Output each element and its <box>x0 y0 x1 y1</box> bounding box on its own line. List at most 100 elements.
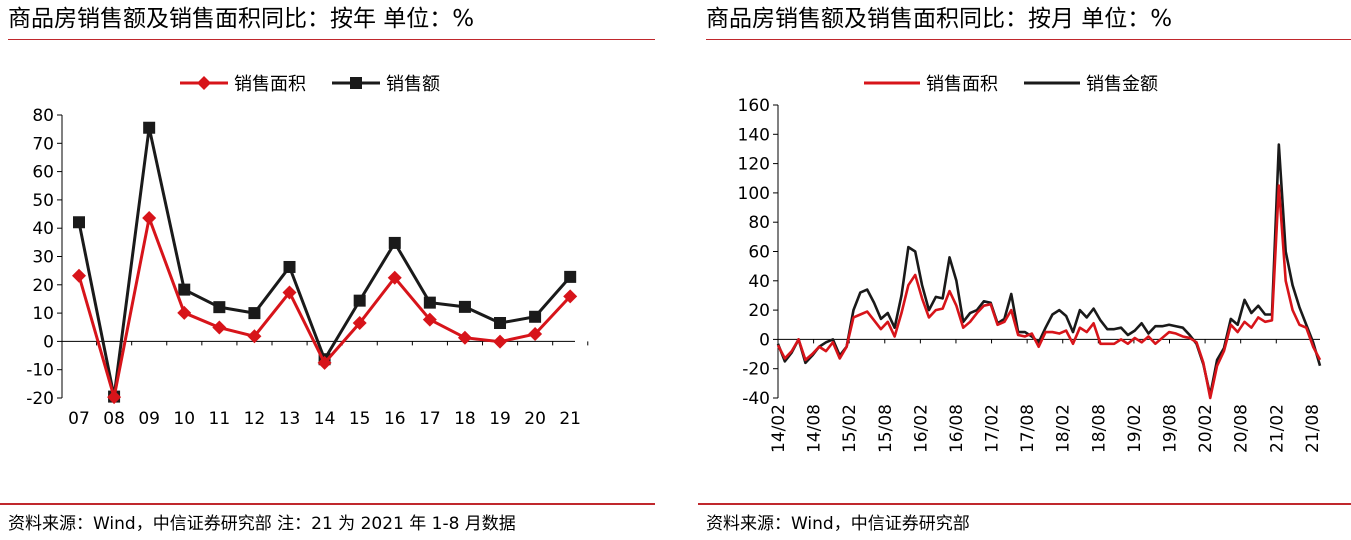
x-tick-label: 07 <box>68 409 90 429</box>
chart-title: 商品房销售额及销售面积同比：按年 单位：% <box>8 6 475 32</box>
data-point-amount <box>458 300 471 313</box>
y-tick-label: -40 <box>742 389 770 409</box>
x-tick-label: 20/08 <box>1232 404 1252 453</box>
y-tick-label: 10 <box>32 304 54 324</box>
data-point-amount <box>143 121 156 134</box>
data-point-amount <box>248 307 261 320</box>
source-note: 资料来源：Wind，中信证券研究部 注：21 为 2021 年 1-8 月数据 <box>8 514 516 534</box>
data-point-area <box>247 329 262 344</box>
y-tick-label: 50 <box>32 191 54 211</box>
y-tick-label: 60 <box>748 243 770 263</box>
legend-label: 销售面积 <box>926 74 998 95</box>
x-tick-label: 21/08 <box>1303 404 1323 453</box>
x-tick-label: 15 <box>349 409 371 429</box>
series-line-area <box>77 212 572 398</box>
x-tick-label: 19/02 <box>1125 404 1145 453</box>
x-tick-label: 19 <box>489 409 511 429</box>
y-tick-label: 20 <box>748 301 770 321</box>
data-point-amount <box>213 301 226 314</box>
series-line-amount <box>776 143 1322 397</box>
x-tick-label: 16 <box>384 409 406 429</box>
data-point-area <box>282 285 297 300</box>
data-point-area <box>72 268 86 283</box>
data-point-amount <box>178 283 191 296</box>
source-note: 资料来源：Wind，中信证券研究部 <box>706 514 970 534</box>
data-point-area <box>493 334 508 349</box>
x-tick-label: 13 <box>279 409 301 429</box>
x-tick-label: 18 <box>454 409 476 429</box>
y-tick-label: 80 <box>748 213 770 233</box>
x-tick-label: 20 <box>524 409 546 429</box>
x-tick-label: 21 <box>559 409 581 429</box>
data-point-area <box>457 330 472 345</box>
title-divider <box>706 39 1351 40</box>
x-tick-label: 12 <box>244 409 266 429</box>
x-tick-label: 17/02 <box>983 404 1003 453</box>
title-divider <box>8 39 655 40</box>
footer-divider <box>698 503 1351 505</box>
data-point-area <box>563 289 578 304</box>
y-tick-label: 140 <box>738 125 770 145</box>
legend-item-area: 销售面积 <box>180 70 306 96</box>
legend: 销售面积 销售金额 <box>864 70 1184 96</box>
x-tick-label: 21/02 <box>1267 404 1287 453</box>
data-point-area <box>422 312 437 327</box>
y-tick-label: 60 <box>32 163 54 183</box>
y-tick-label: -20 <box>26 389 54 409</box>
data-point-amount <box>283 260 296 273</box>
y-tick-label: 100 <box>738 184 770 204</box>
legend-swatch-line-black <box>1024 81 1080 85</box>
y-tick-label: 70 <box>32 134 54 154</box>
y-tick-label: 0 <box>43 332 54 352</box>
monthly-chart-panel: 商品房销售额及销售面积同比：按月 单位：% 销售面积 销售金额 160 140 12… <box>698 0 1351 540</box>
legend-swatch-diamond-red <box>180 76 228 90</box>
data-point-amount <box>73 216 85 229</box>
y-tick-label: 20 <box>32 276 54 296</box>
data-point-area <box>528 327 543 342</box>
data-point-amount <box>564 270 577 283</box>
y-tick-label: 160 <box>738 96 770 116</box>
legend-swatch-line-red <box>864 81 920 85</box>
y-tick-label: 80 <box>32 106 54 126</box>
data-point-area <box>387 270 402 285</box>
x-tick-label: 11 <box>209 409 231 429</box>
legend-swatch-square-black <box>332 77 380 89</box>
data-point-area <box>107 390 122 405</box>
legend-label: 销售面积 <box>234 74 306 95</box>
legend-item-area: 销售面积 <box>864 70 998 96</box>
y-tick-label: 40 <box>32 219 54 239</box>
x-tick-label: 09 <box>138 409 160 429</box>
data-point-area <box>352 316 367 331</box>
footer-divider <box>0 503 655 505</box>
data-point-amount <box>388 236 401 249</box>
x-tick-label: 15/02 <box>840 404 860 453</box>
legend-label: 销售额 <box>386 74 440 95</box>
annual-line-chart: 80 70 60 50 40 30 20 10 0 -10 -20 07 08 09 10 11 12 13 14 1… <box>26 106 589 429</box>
y-tick-label: 40 <box>748 272 770 292</box>
annual-chart-panel: 商品房销售额及销售面积同比：按年 单位：% 销售面积 销售额 80 70 60 50 4… <box>0 0 655 540</box>
legend-label: 销售金额 <box>1086 74 1158 95</box>
x-tick-label: 20/02 <box>1196 404 1216 453</box>
x-tick-label: 18/02 <box>1054 404 1074 453</box>
legend-item-amount: 销售额 <box>332 70 440 96</box>
y-tick-label: -20 <box>742 360 770 380</box>
y-tick-label: -10 <box>26 361 54 381</box>
x-tick-label: 17 <box>419 409 441 429</box>
data-point-amount <box>529 310 542 323</box>
chart-title: 商品房销售额及销售面积同比：按月 单位：% <box>706 6 1173 32</box>
x-tick-label: 08 <box>103 409 125 429</box>
data-point-area <box>142 211 157 226</box>
legend-item-amount: 销售金额 <box>1024 70 1158 96</box>
data-point-amount <box>423 296 436 309</box>
y-tick-label: 0 <box>759 330 770 350</box>
x-tick-label: 17/08 <box>1018 404 1038 453</box>
data-point-area <box>317 355 332 370</box>
x-tick-label: 10 <box>173 409 195 429</box>
x-tick-label: 19/08 <box>1161 404 1181 453</box>
x-tick-label: 16/08 <box>947 404 967 453</box>
data-point-amount <box>353 294 366 307</box>
x-tick-label: 14 <box>314 409 336 429</box>
y-tick-label: 120 <box>738 155 770 175</box>
data-point-area <box>212 320 227 335</box>
